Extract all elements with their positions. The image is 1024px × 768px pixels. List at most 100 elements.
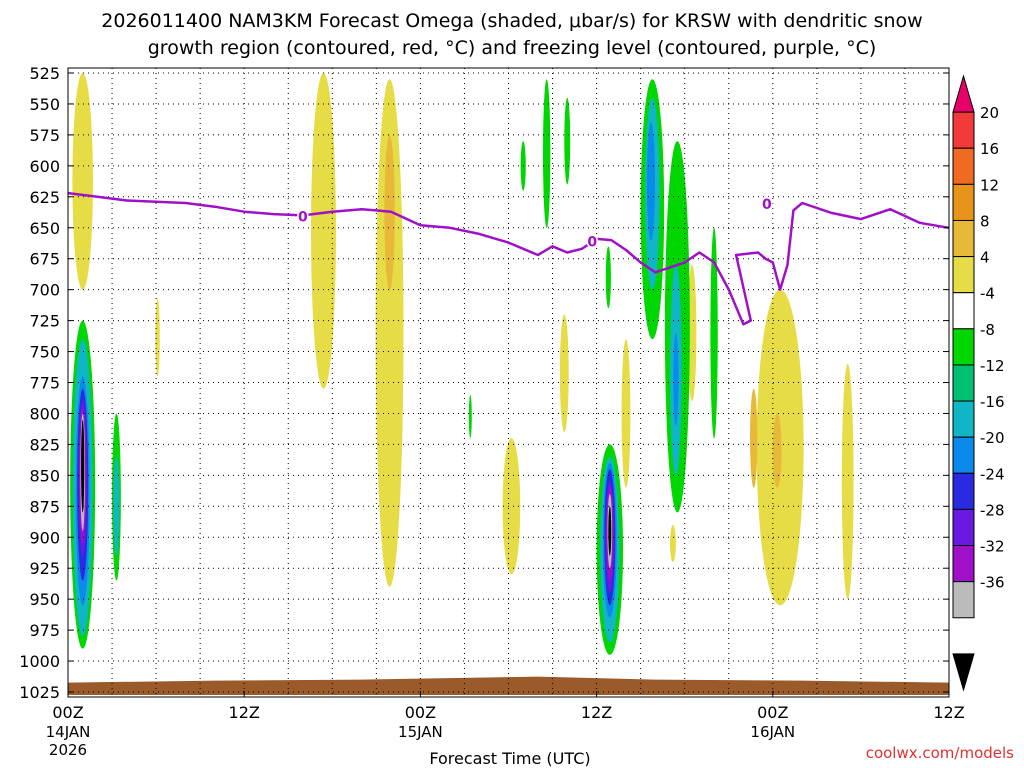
y-tick-label-650: 650 <box>29 219 60 238</box>
omega-region-15 <box>543 79 551 228</box>
chart-title-line-1: 2026011400 NAM3KM Forecast Omega (shaded… <box>101 10 922 32</box>
x-tick-label-1: 12Z <box>229 703 260 722</box>
y-tick-label-850: 850 <box>29 466 60 485</box>
omega-region-6 <box>559 314 569 433</box>
omega-region-9 <box>670 524 676 563</box>
x-tick-date-0: 14JAN <box>46 723 91 741</box>
terrain-layer <box>68 676 949 695</box>
omega-region-1 <box>311 73 336 389</box>
colorbar-label-12: -32 <box>980 538 1005 556</box>
omega-region-21 <box>710 227 718 439</box>
colorbar-label-2: 12 <box>980 176 999 194</box>
colorbar-label-11: -28 <box>980 501 1005 519</box>
colorbar-swatch-7 <box>952 328 975 366</box>
omega-region-13 <box>841 363 854 600</box>
colorbar-swatch-12 <box>952 508 975 547</box>
colorbar-cap-top <box>952 74 975 113</box>
omega-region-4 <box>155 298 160 377</box>
colorbar-label-3: 8 <box>980 212 990 230</box>
omega-region-16 <box>564 97 571 185</box>
omega-region-17 <box>468 394 472 439</box>
omega-region-32 <box>673 332 679 426</box>
x-tick-label-4: 00Z <box>757 703 788 722</box>
x-tick-year-0: 2026 <box>49 741 87 759</box>
y-tick-label-900: 900 <box>29 528 60 547</box>
omega-shading <box>70 73 854 655</box>
colorbar-swatch-8 <box>952 364 975 402</box>
y-tick-label-550: 550 <box>29 95 60 114</box>
colorbar-label-7: -12 <box>980 357 1005 375</box>
omega-region-5 <box>502 438 521 575</box>
colorbar-swatch-2 <box>952 147 975 185</box>
colorbar-label-4: 4 <box>980 249 990 267</box>
omega-region-8 <box>687 264 697 402</box>
y-tick-label-925: 925 <box>29 559 60 578</box>
y-tick-label-525: 525 <box>29 64 60 83</box>
y-axis: 525 550 575 600 625 650 675 700 725 750 775 800 825 8… <box>19 64 949 702</box>
y-tick-label-775: 775 <box>29 374 60 393</box>
colorbar-swatch-9 <box>952 400 975 438</box>
colorbar-swatch-6 <box>952 292 975 330</box>
y-tick-label-800: 800 <box>29 404 60 423</box>
y-tick-label-575: 575 <box>29 126 60 145</box>
chart-title-line-2: growth region (contoured, red, °C) and f… <box>148 37 877 59</box>
omega-region-11 <box>750 388 758 488</box>
colorbar-label-8: -16 <box>980 393 1005 411</box>
colorbar-swatch-4 <box>952 219 975 258</box>
colorbar-swatch-11 <box>952 472 975 510</box>
y-tick-label-875: 875 <box>29 497 60 516</box>
colorbar-label-6: -8 <box>980 321 995 339</box>
x-tick-label-2: 00Z <box>405 703 436 722</box>
y-tick-label-1000: 1000 <box>19 652 60 671</box>
y-tick-label-975: 975 <box>29 621 60 640</box>
freezing-level-label-1: 0 <box>587 234 597 250</box>
y-tick-label-725: 725 <box>29 312 60 331</box>
omega-region-2 <box>375 79 404 587</box>
colorbar-swatch-5 <box>952 256 975 294</box>
omega-region-31 <box>646 122 655 241</box>
freezing-level-label-2: 0 <box>762 197 772 213</box>
colorbar-swatch-1 <box>952 111 975 149</box>
colorbar-label-9: -20 <box>980 429 1005 447</box>
colorbar-label-10: -24 <box>980 465 1005 483</box>
y-tick-label-950: 950 <box>29 590 60 609</box>
omega-region-12 <box>772 413 782 488</box>
y-tick-label-825: 825 <box>29 435 60 454</box>
colorbar-cap-bottom <box>952 653 975 692</box>
omega-region-7 <box>621 339 631 488</box>
x-tick-date-4: 16JAN <box>750 723 795 741</box>
colorbar-label-1: 16 <box>980 140 999 158</box>
colorbar-swatch-3 <box>952 183 975 221</box>
x-tick-label-5: 12Z <box>933 703 964 722</box>
grid-lines <box>68 68 949 697</box>
colorbar-swatch-10 <box>952 436 975 474</box>
omega-region-18 <box>605 246 611 309</box>
freezing-level-line <box>67 191 950 326</box>
y-tick-label-750: 750 <box>29 343 60 362</box>
colorbar-swatch-13 <box>952 545 975 583</box>
colorbar-label-0: 20 <box>980 104 999 122</box>
x-tick-label-0: 00Z <box>52 703 83 722</box>
colorbar-label-5: -4 <box>980 285 995 303</box>
y-tick-label-600: 600 <box>29 157 60 176</box>
y-tick-label-625: 625 <box>29 188 60 207</box>
y-tick-label-675: 675 <box>29 250 60 269</box>
freezing-level-label-0: 0 <box>298 210 308 226</box>
x-tick-date-2: 15JAN <box>398 723 443 741</box>
omega-region-0 <box>72 73 93 290</box>
x-axis-label: Forecast Time (UTC) <box>429 749 590 768</box>
freezing-level-layer: 0 0 0 <box>67 191 950 326</box>
x-tick-label-3: 12Z <box>581 703 612 722</box>
y-tick-label-1025: 1025 <box>19 683 60 702</box>
omega-region-43 <box>608 506 612 556</box>
colorbar-label-13: -36 <box>980 574 1005 592</box>
omega-region-26 <box>113 456 120 556</box>
colorbar-swatch-14 <box>952 581 975 619</box>
y-tick-label-700: 700 <box>29 281 60 300</box>
credit-text: coolwx.com/models <box>866 744 1014 762</box>
terrain-strip <box>68 676 949 695</box>
colorbar: 20 16 12 8 4 -4 -8 -12 -16 -20 -24 -28 -32 -36 <box>952 74 1005 692</box>
omega-region-42 <box>81 419 85 513</box>
